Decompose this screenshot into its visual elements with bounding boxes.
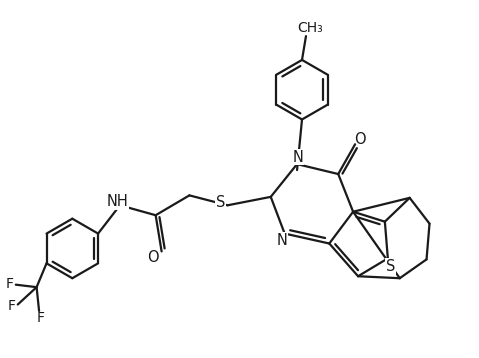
Text: NH: NH — [107, 194, 128, 209]
Text: F: F — [6, 277, 14, 291]
Text: N: N — [276, 233, 287, 248]
Text: O: O — [354, 132, 366, 147]
Text: N: N — [293, 150, 304, 165]
Text: S: S — [386, 259, 396, 274]
Text: CH₃: CH₃ — [297, 21, 323, 35]
Text: F: F — [8, 299, 16, 313]
Text: F: F — [37, 311, 45, 325]
Text: O: O — [147, 250, 159, 265]
Text: S: S — [216, 195, 225, 210]
